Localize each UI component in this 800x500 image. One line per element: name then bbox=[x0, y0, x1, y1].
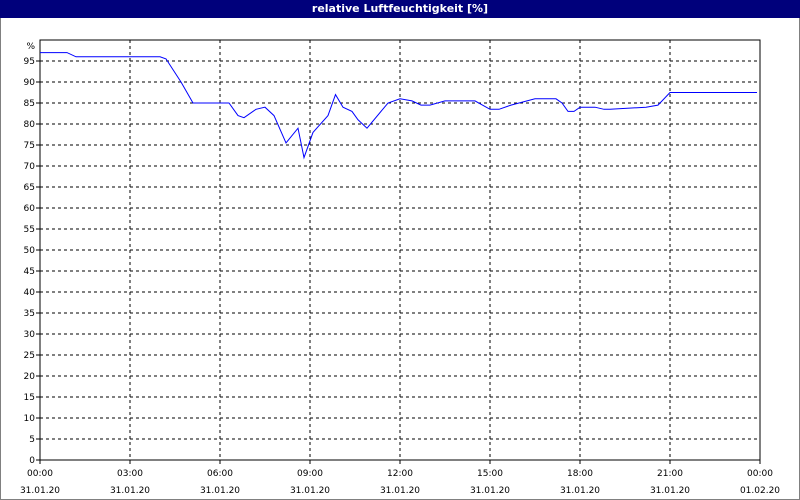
y-tick-label: 60 bbox=[24, 204, 36, 214]
y-tick-label: 95 bbox=[24, 57, 35, 67]
x-tick-date: 31.01.20 bbox=[20, 486, 60, 496]
y-tick-label: 10 bbox=[24, 414, 36, 424]
x-tick-time: 12:00 bbox=[387, 469, 413, 479]
x-tick-time: 09:00 bbox=[297, 469, 323, 479]
x-tick-date: 31.01.20 bbox=[470, 486, 510, 496]
x-tick-date: 31.01.20 bbox=[110, 486, 150, 496]
x-axis: 00:00 31.01.20 03:00 31.01.20 06:00 31.01.20 0… bbox=[20, 460, 780, 496]
y-tick-label: 35 bbox=[24, 309, 35, 319]
x-tick-time: 18:00 bbox=[567, 469, 593, 479]
x-tick-time: 15:00 bbox=[477, 469, 503, 479]
x-tick-time: 03:00 bbox=[117, 469, 143, 479]
y-tick-label: 15 bbox=[24, 393, 35, 403]
y-tick-label: 5 bbox=[29, 435, 35, 445]
x-tick-time: 06:00 bbox=[207, 469, 233, 479]
y-tick-label: 40 bbox=[24, 288, 36, 298]
y-tick-label: 70 bbox=[24, 162, 36, 172]
x-tick-date: 31.01.20 bbox=[290, 486, 330, 496]
x-tick-date: 01.02.20 bbox=[740, 486, 780, 496]
y-tick-label: 0 bbox=[29, 456, 35, 466]
series-line bbox=[40, 52, 757, 160]
grid bbox=[40, 40, 760, 460]
y-tick-label: 75 bbox=[24, 141, 35, 151]
y-tick-label: 55 bbox=[24, 225, 35, 235]
chart-title: relative Luftfeuchtigkeit [%] bbox=[0, 0, 800, 18]
y-tick-label: 80 bbox=[24, 120, 36, 130]
x-tick-date: 31.01.20 bbox=[380, 486, 420, 496]
y-tick-label: 85 bbox=[24, 99, 35, 109]
y-tick-label: 30 bbox=[24, 330, 36, 340]
y-tick-label: 90 bbox=[24, 78, 36, 88]
x-tick-time: 00:00 bbox=[27, 469, 53, 479]
x-tick-date: 31.01.20 bbox=[200, 486, 240, 496]
x-tick-date: 31.01.20 bbox=[560, 486, 600, 496]
y-tick-label: 20 bbox=[24, 372, 36, 382]
x-tick-date: 31.01.20 bbox=[650, 486, 690, 496]
y-tick-label: 25 bbox=[24, 351, 35, 361]
y-unit-label: % bbox=[26, 42, 35, 52]
x-tick-time: 21:00 bbox=[657, 469, 683, 479]
y-tick-label: 50 bbox=[24, 246, 36, 256]
y-tick-label: 45 bbox=[24, 267, 35, 277]
y-tick-label: 65 bbox=[24, 183, 35, 193]
x-tick-time: 00:00 bbox=[747, 469, 773, 479]
